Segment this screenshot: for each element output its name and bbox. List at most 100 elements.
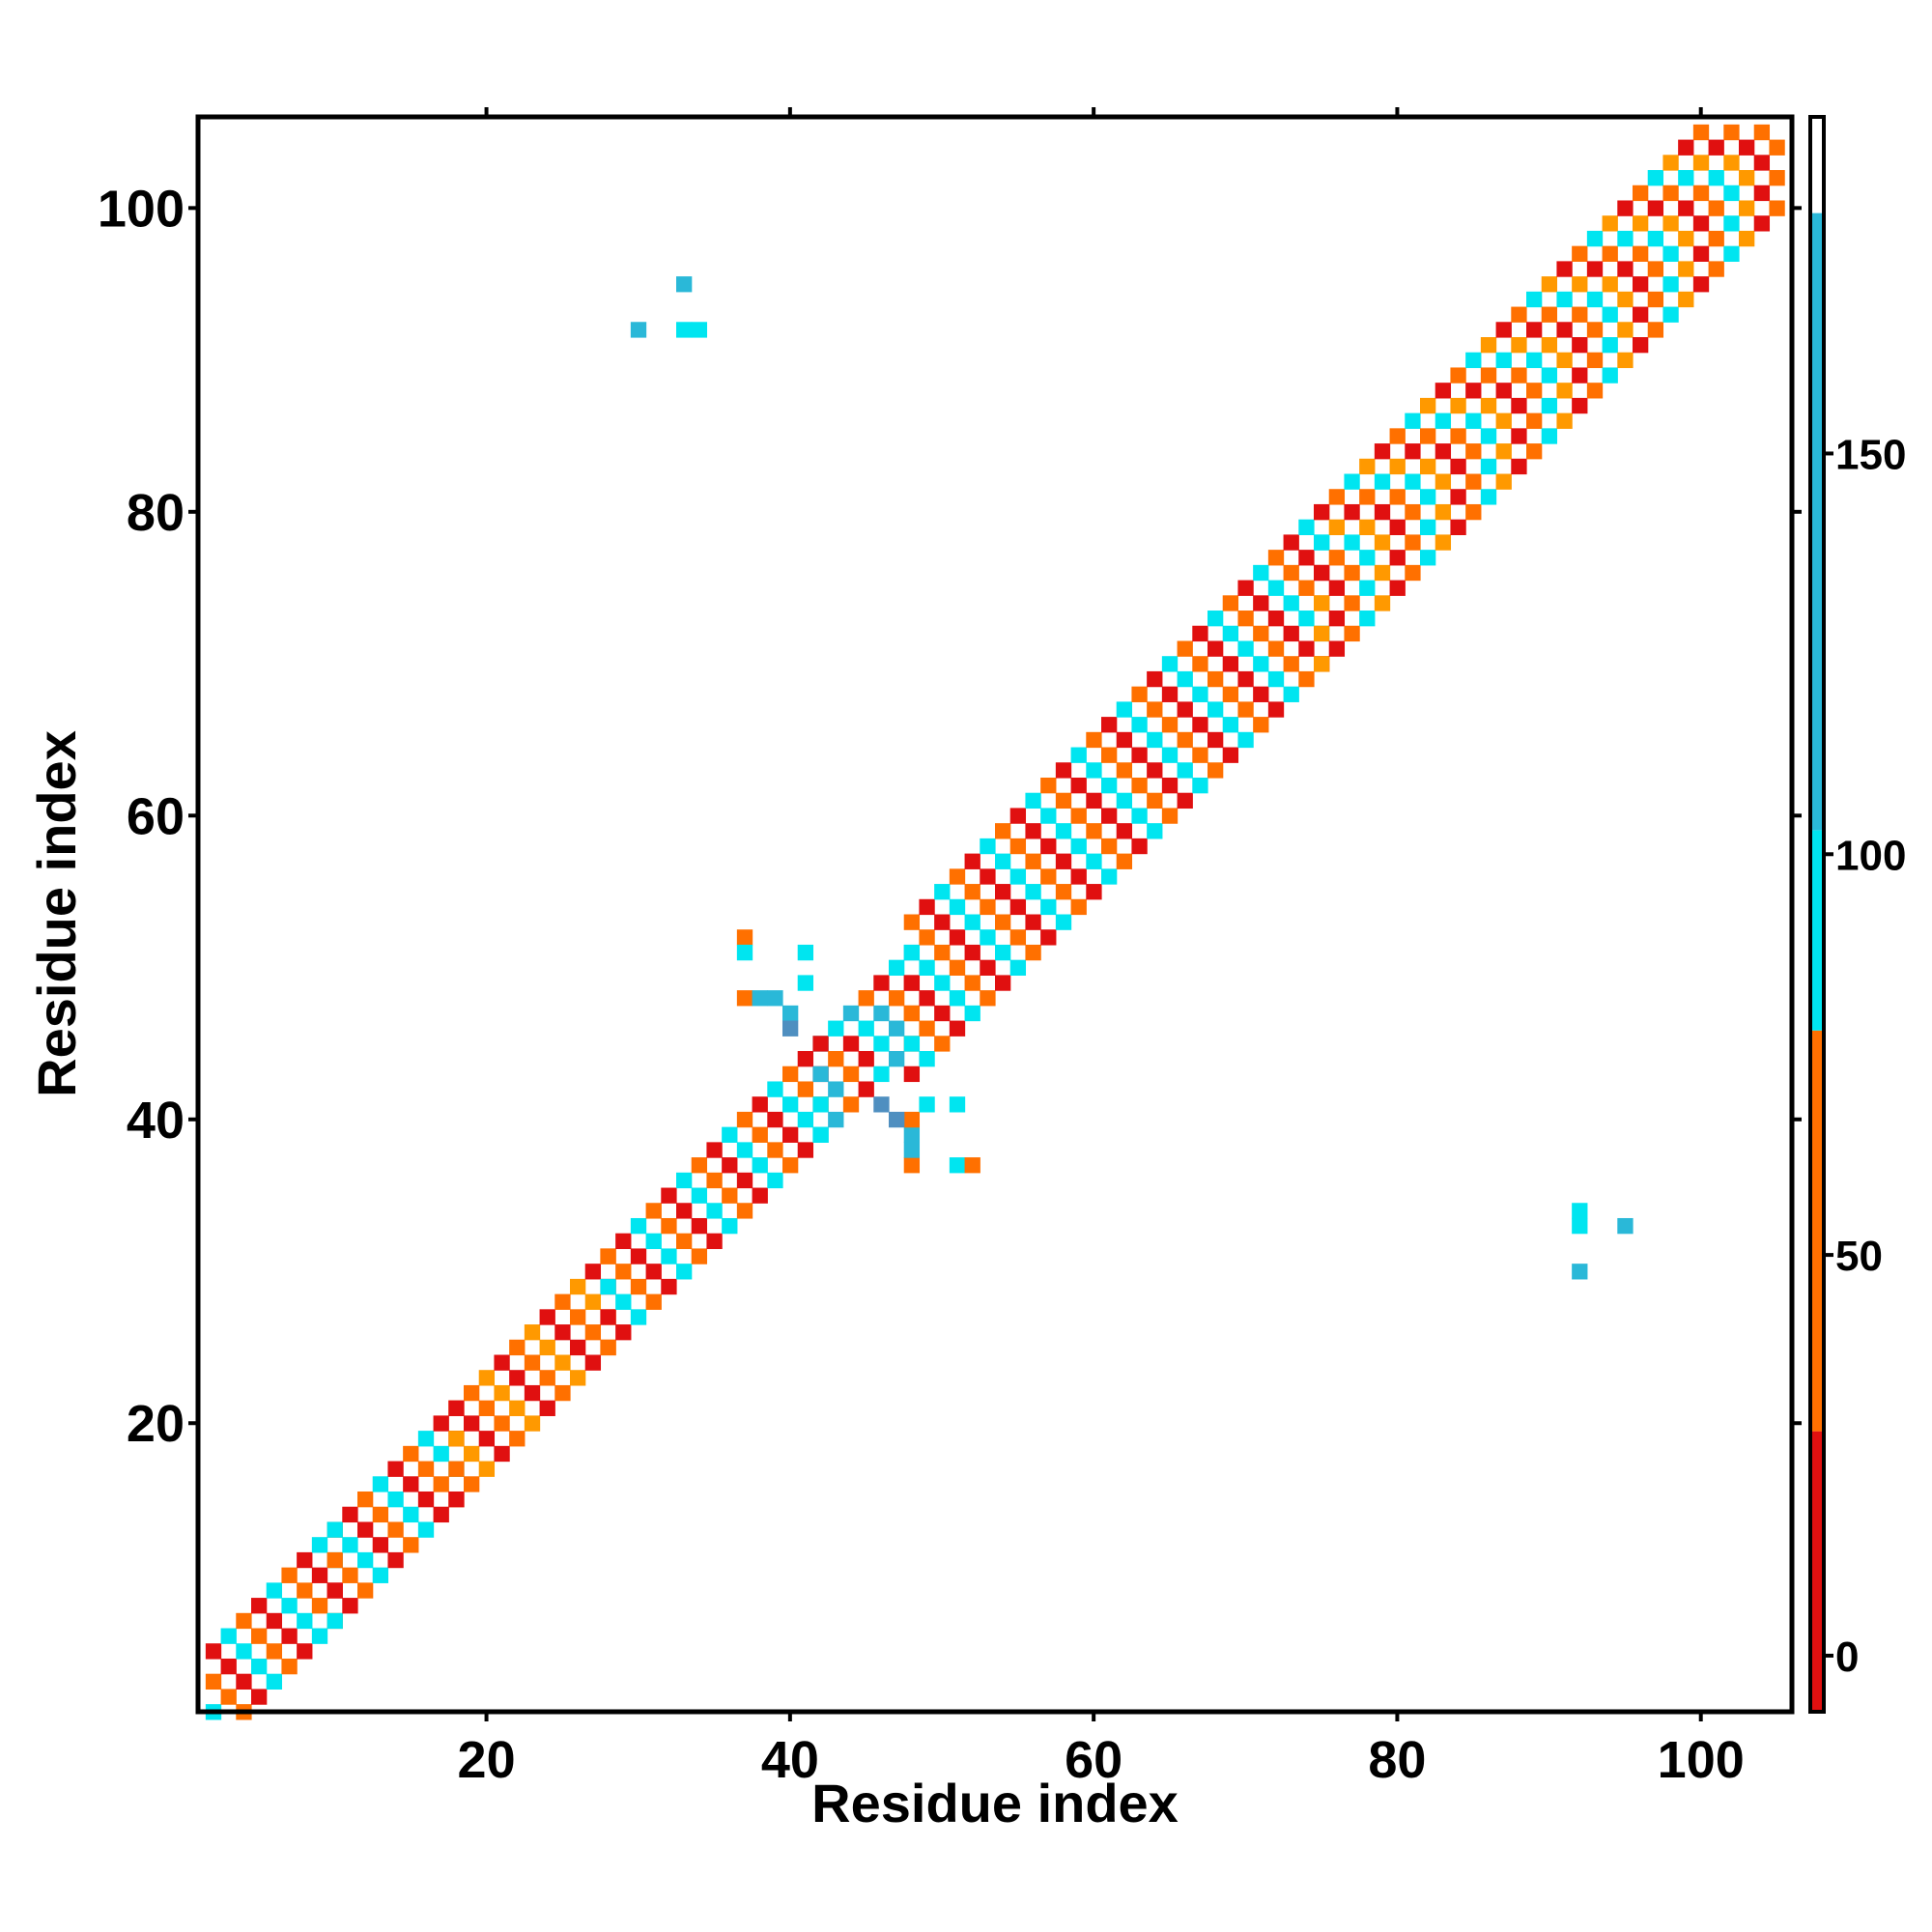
heatmap-cell [1678,200,1694,216]
heatmap-cell [1662,155,1679,171]
heatmap-cell [1147,823,1163,839]
x-tick-label: 40 [761,1731,819,1789]
heatmap-cell [387,1551,404,1569]
heatmap-cell [1511,337,1527,354]
heatmap-cell [1283,564,1299,582]
heatmap-cell [812,1126,829,1143]
heatmap-cell [842,1036,860,1052]
heatmap-cell [357,1582,374,1599]
heatmap-cell [1359,519,1376,535]
heatmap-cell [1344,625,1360,642]
heatmap-cell [1465,352,1482,369]
heatmap-cell [1678,170,1694,186]
heatmap-cell [1511,458,1527,475]
heatmap-cell [661,1217,677,1235]
heatmap-cell [797,975,814,991]
heatmap-cell [236,1643,252,1660]
heatmap-cell [584,1264,602,1280]
heatmap-cell [509,1370,526,1386]
heatmap-cell [736,944,753,961]
heatmap-cell [1602,245,1618,262]
heatmap-cell [980,868,996,885]
heatmap-cell [1586,230,1604,247]
heatmap-cell [1420,458,1436,475]
heatmap-cell [1647,200,1664,216]
heatmap-cell [889,990,905,1007]
heatmap-cell [767,1081,783,1097]
heatmap-cell [873,1005,890,1022]
heatmap-cell [767,1111,783,1128]
heatmap-cell [919,898,935,916]
heatmap-cell [311,1628,328,1644]
heatmap-cell [1405,412,1421,429]
heatmap-cell [372,1567,389,1583]
heatmap-cell [1662,245,1679,262]
heatmap-cell [919,1020,935,1037]
heatmap-cell [782,1020,799,1037]
heatmap-cell [266,1582,283,1599]
heatmap-cell [1389,489,1406,505]
heatmap-cell [1465,443,1482,460]
y-tick-label: 80 [127,484,185,542]
heatmap-cell [220,1628,237,1644]
heatmap-cell [1222,656,1239,672]
heatmap-cell [311,1567,328,1583]
heatmap-cell [691,1217,708,1235]
heatmap-cell [1586,322,1604,338]
heatmap-cell [1086,884,1102,900]
heatmap-cell [1298,640,1315,657]
heatmap-cell [1572,1264,1588,1280]
heatmap-cell [281,1658,298,1675]
heatmap-cell [736,1111,753,1128]
heatmap-cell [722,1187,738,1204]
heatmap-cell [1769,200,1785,216]
heatmap-cell [964,1157,980,1174]
heatmap-cell [1389,550,1406,566]
heatmap-cell [387,1521,404,1538]
heatmap-cell [1192,747,1208,763]
heatmap-cell [676,322,693,338]
heatmap-cell [509,1431,526,1447]
heatmap-cell [1602,306,1618,323]
heatmap-cell [1116,792,1133,810]
heatmap-cell [1450,367,1466,384]
heatmap-cell [828,1020,844,1037]
heatmap-cell [1070,777,1087,794]
heatmap-cell [297,1582,313,1599]
heatmap-cell [964,884,980,900]
heatmap-cell [736,1203,753,1219]
heatmap-cell [964,914,980,930]
heatmap-cell [1465,473,1482,490]
heatmap-cell [220,1658,237,1675]
heatmap-cell [1647,291,1664,308]
heatmap-cell [1480,458,1497,475]
heatmap-cell [1131,686,1148,702]
heatmap-cell [934,975,951,991]
heatmap-cell [630,1217,647,1235]
heatmap-cell [812,1065,829,1083]
heatmap-cell [1678,139,1694,156]
heatmap-cell [1586,383,1604,399]
heatmap-cell [1526,291,1543,308]
heatmap-cell [1086,823,1102,839]
heatmap-cell [1025,853,1041,869]
heatmap-cell [1055,823,1072,839]
y-tick-label: 100 [98,180,185,238]
heatmap-cell [706,1233,723,1250]
heatmap-cell [1116,762,1133,779]
heatmap-cell [1208,701,1224,718]
heatmap-cell [448,1461,465,1477]
heatmap-cell [1739,230,1755,247]
heatmap-cell [782,1126,799,1143]
heatmap-cell [1633,276,1649,293]
heatmap-cell [1344,564,1360,582]
heatmap-cell [797,1142,814,1158]
heatmap-cell [1435,534,1452,551]
heatmap-cell [1450,397,1466,414]
heatmap-cell [1147,731,1163,749]
heatmap-cell [949,1157,966,1174]
heatmap-cell [995,944,1011,961]
heatmap-cell [889,1111,905,1128]
heatmap-cell [1374,564,1391,582]
heatmap-cell [1435,473,1452,490]
